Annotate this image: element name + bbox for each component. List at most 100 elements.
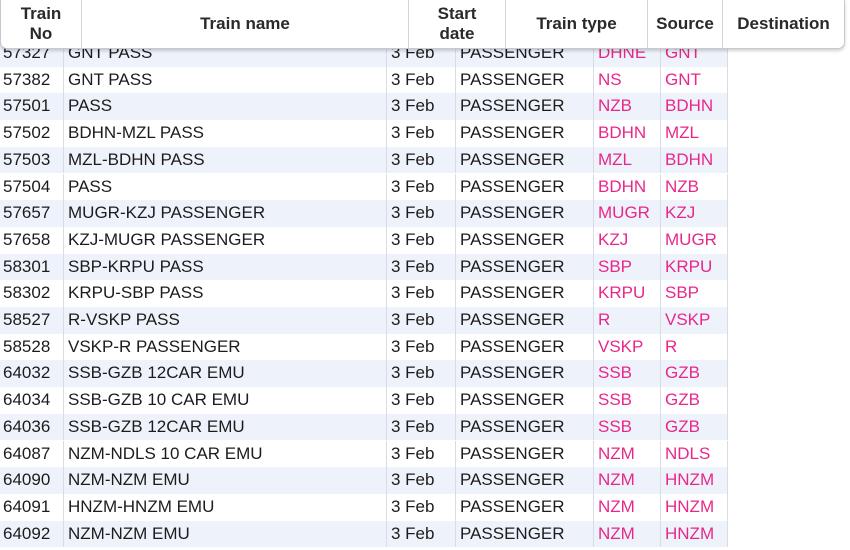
column-header-train-name-label: Train name (200, 14, 290, 33)
cell-source: KRPU (598, 283, 646, 303)
cell-train-no: 64090 (3, 470, 51, 490)
cell-start-date: 3 Feb (391, 69, 435, 89)
cell-train-no: 57501 (3, 96, 51, 116)
table-row[interactable]: 64034 SSB-GZB 10 CAR EMU 3 Feb PASSENGER SSB… (0, 387, 728, 414)
cell-destination: R (665, 336, 678, 356)
column-header-train-no[interactable]: Train No (1, 0, 81, 48)
cell-train-no: 57504 (3, 176, 51, 196)
cell-train-no: 64091 (3, 496, 51, 516)
cell-source: R (598, 310, 611, 329)
cell-start-date: 3 Feb (391, 96, 435, 116)
cell-train-no: 58527 (3, 310, 51, 329)
cell-source: BDHN (598, 176, 647, 196)
cell-source: NZM (598, 470, 635, 490)
cell-destination: BDHN (665, 149, 714, 169)
cell-start-date: 3 Feb (391, 443, 435, 463)
column-header-train-type[interactable]: Train type (506, 0, 647, 48)
column-header-train-no-label: Train No (20, 4, 62, 43)
column-header-train-name[interactable]: Train name (82, 0, 408, 48)
table-row[interactable]: 64091 HNZM-HNZM EMU 3 Feb PASSENGER NZM HNZM (0, 493, 728, 521)
cell-train-type: PASSENGER (460, 283, 565, 303)
cell-train-name: NZM-NZM EMU (68, 523, 190, 543)
table-row[interactable]: 57504 PASS 3 Feb PASSENGER BDHN NZB (0, 173, 728, 201)
column-header-source[interactable]: Source (648, 0, 722, 48)
cell-train-type: PASSENGER (460, 96, 565, 116)
cell-source: KZJ (598, 229, 629, 249)
cell-source: NZM (598, 443, 635, 463)
cell-start-date: 3 Feb (391, 390, 435, 410)
cell-train-no: 57657 (3, 203, 51, 223)
cell-train-type: PASSENGER (460, 310, 565, 329)
cell-destination: MUGR (665, 229, 717, 249)
cell-start-date: 3 Feb (391, 496, 435, 516)
cell-train-name: SSB-GZB 10 CAR EMU (68, 390, 250, 410)
table-row[interactable]: 64036 SSB-GZB 12CAR EMU 3 Feb PASSENGER SSB G… (0, 413, 728, 441)
table-row[interactable]: 58301 SBP-KRPU PASS 3 Feb PASSENGER SBP KRPU (0, 253, 728, 281)
table-row[interactable]: 64090 NZM-NZM EMU 3 Feb PASSENGER NZM HNZM (0, 467, 728, 494)
table-row[interactable]: 64032 SSB-GZB 12CAR EMU 3 Feb PASSENGER SSB G… (0, 360, 728, 388)
cell-destination: HNZM (665, 523, 715, 543)
column-header-destination[interactable]: Destination (723, 0, 844, 48)
cell-start-date: 3 Feb (391, 149, 435, 169)
cell-train-name: GNT PASS (68, 69, 153, 89)
cell-train-name: KRPU-SBP PASS (68, 283, 204, 303)
table-header: Train No Train name Start date Train typ… (0, 0, 845, 49)
table-row[interactable]: 64087 NZM-NDLS 10 CAR EMU 3 Feb PASSENGER NZ… (0, 440, 728, 468)
cell-source: MUGR (598, 203, 650, 223)
table-row[interactable]: 64092 NZM-NZM EMU 3 Feb PASSENGER NZM HNZM (0, 520, 728, 548)
cell-train-type: PASSENGER (460, 229, 565, 249)
cell-start-date: 3 Feb (391, 336, 435, 356)
cell-train-name: PASS (68, 176, 113, 196)
table-row[interactable]: 57658 KZJ-MUGR PASSENGER 3 Feb PASSENGER KZJ… (0, 226, 728, 254)
table-row[interactable]: 57502 BDHN-MZL PASS 3 Feb PASSENGER BDHN MZL (0, 120, 728, 147)
cell-source: NZB (598, 96, 632, 116)
cell-start-date: 3 Feb (391, 256, 435, 276)
cell-source: NZM (598, 496, 635, 516)
cell-train-no: 58301 (3, 256, 51, 276)
cell-train-name: VSKP-R PASSENGER (68, 336, 241, 356)
cell-start-date: 3 Feb (391, 310, 435, 329)
cell-train-type: PASSENGER (460, 203, 565, 223)
table-row[interactable]: 57501 PASS 3 Feb PASSENGER NZB BDHN (0, 93, 728, 121)
table-row[interactable]: 58302 KRPU-SBP PASS 3 Feb PASSENGER KRPU SBP (0, 280, 728, 307)
cell-destination: SBP (665, 283, 700, 303)
column-header-start-date[interactable]: Start date (409, 0, 505, 48)
cell-start-date: 3 Feb (391, 123, 435, 143)
cell-train-no: 57382 (3, 69, 51, 89)
cell-train-name: HNZM-HNZM EMU (68, 496, 215, 516)
table-row[interactable]: 57657 MUGR-KZJ PASSENGER 3 Feb PASSENGER MUG… (0, 200, 728, 227)
cell-train-no: 57502 (3, 123, 51, 143)
cell-train-name: R-VSKP PASS (68, 310, 180, 329)
cell-train-name: MZL-BDHN PASS (68, 149, 205, 169)
column-header-start-date-label: Start date (437, 4, 477, 43)
cell-train-no: 64036 (3, 416, 51, 436)
cell-destination: BDHN (665, 96, 714, 116)
cell-train-type: PASSENGER (460, 416, 565, 436)
cell-train-type: PASSENGER (460, 496, 565, 516)
cell-train-name: PASS (68, 96, 113, 116)
cell-train-type: PASSENGER (460, 149, 565, 169)
cell-destination: MZL (665, 123, 699, 143)
cell-train-no: 64087 (3, 443, 51, 463)
cell-train-type: PASSENGER (460, 336, 565, 356)
cell-destination: KRPU (665, 256, 713, 276)
cell-train-name: BDHN-MZL PASS (68, 123, 205, 143)
cell-start-date: 3 Feb (391, 363, 435, 383)
column-header-source-label: Source (656, 14, 714, 33)
cell-destination: NZB (665, 176, 699, 196)
table-row[interactable]: 58527 R-VSKP PASS 3 Feb PASSENGER R VSKP (0, 307, 728, 334)
cell-train-type: PASSENGER (460, 363, 565, 383)
cell-source: VSKP (598, 336, 644, 356)
cell-train-name: NZM-NZM EMU (68, 470, 190, 490)
table-row[interactable]: 57382 GNT PASS 3 Feb PASSENGER NS GNT (0, 66, 728, 94)
table-row[interactable]: 57503 MZL-BDHN PASS 3 Feb PASSENGER MZL BDHN (0, 146, 728, 174)
cell-train-type: PASSENGER (460, 523, 565, 543)
cell-source: NS (598, 69, 622, 89)
cell-start-date: 3 Feb (391, 416, 435, 436)
table-row[interactable]: 58528 VSKP-R PASSENGER 3 Feb PASSENGER VSKP R (0, 333, 728, 361)
cell-train-name: SBP-KRPU PASS (68, 256, 204, 276)
cell-source: SBP (598, 256, 633, 276)
cell-train-name: SSB-GZB 12CAR EMU (68, 363, 245, 383)
cell-train-name: NZM-NDLS 10 CAR EMU (68, 443, 263, 463)
cell-start-date: 3 Feb (391, 229, 435, 249)
